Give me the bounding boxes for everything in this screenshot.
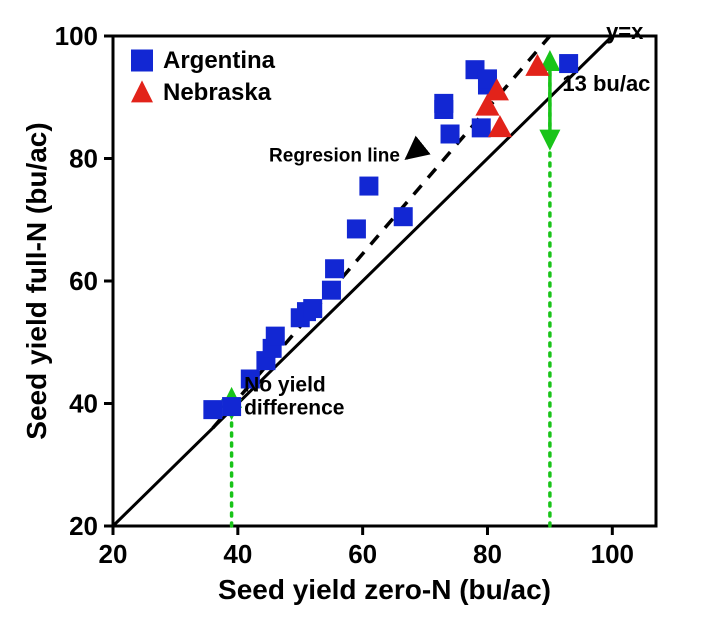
regression-arrow	[406, 156, 409, 159]
regression-label: Regresion line	[269, 146, 400, 167]
point-argentina	[222, 397, 241, 416]
point-argentina	[203, 400, 222, 419]
point-argentina	[441, 125, 460, 144]
x-tick-label: 40	[223, 539, 252, 569]
chart-svg: 20 40 60 80 100 20 40 60 80 100 Seed yield zero-N …	[0, 0, 720, 636]
y-tick-label: 80	[69, 144, 98, 174]
point-argentina	[359, 177, 378, 196]
y-axis-label: Seed yield full-N (bu/ac)	[21, 122, 52, 439]
y-tick-label: 40	[69, 389, 98, 419]
x-tick-label: 80	[473, 539, 502, 569]
point-argentina	[303, 299, 322, 318]
gap-label: 13 bu/ac	[562, 71, 650, 96]
y-tick-label: 100	[55, 21, 98, 51]
point-argentina	[325, 259, 344, 278]
identity-label: y=x	[606, 19, 644, 44]
legend-label: Nebraska	[163, 79, 272, 106]
point-argentina	[394, 207, 413, 226]
point-argentina	[434, 94, 453, 113]
no-yield-label: difference	[244, 396, 344, 419]
x-tick-label: 20	[99, 539, 128, 569]
chart-container: { "chart": { "type": "scatter", "width":…	[0, 0, 720, 636]
x-tick-label: 100	[591, 539, 634, 569]
no-yield-label: No yield	[244, 373, 326, 396]
point-argentina	[266, 327, 285, 346]
y-tick-label: 60	[69, 266, 98, 296]
point-argentina	[347, 219, 366, 238]
point-argentina	[472, 118, 491, 137]
x-tick-label: 60	[348, 539, 377, 569]
legend-label: Argentina	[163, 47, 276, 74]
point-argentina	[322, 281, 341, 300]
x-axis-label: Seed yield zero-N (bu/ac)	[218, 574, 551, 605]
y-tick-label: 20	[69, 511, 98, 541]
legend-marker	[131, 50, 153, 72]
